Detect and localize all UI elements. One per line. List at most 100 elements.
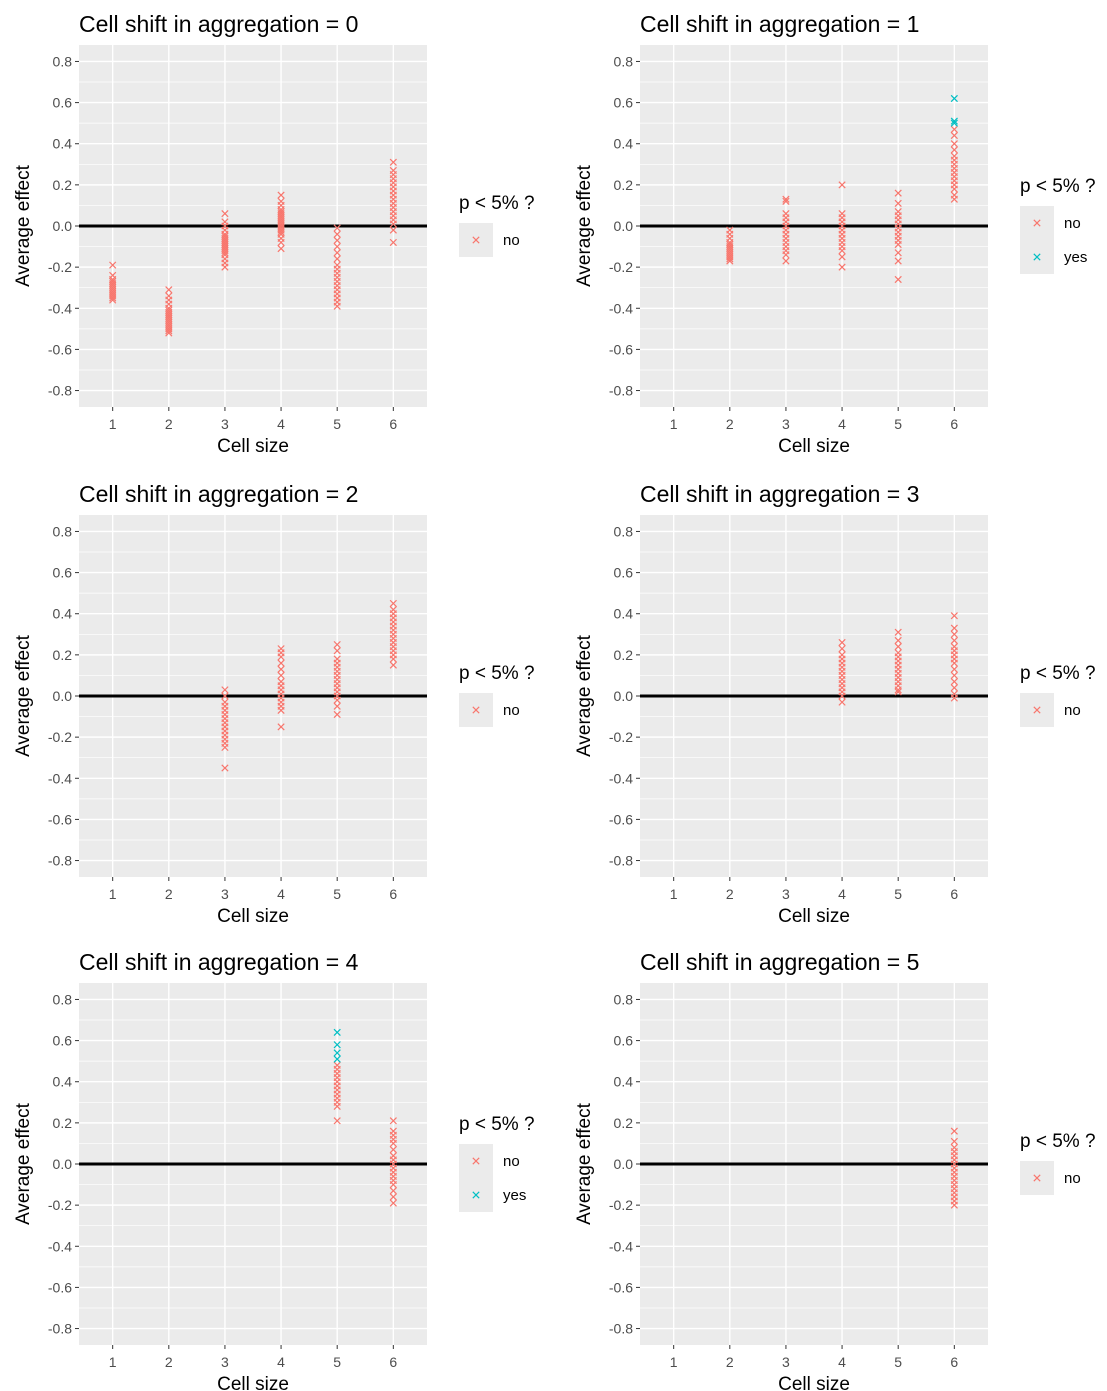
y-tick-label: -0.8	[48, 1321, 72, 1337]
legend-marker-yes	[1033, 253, 1041, 261]
point-no	[277, 665, 285, 673]
point-yes	[333, 1055, 341, 1063]
x-tick-label: 3	[221, 416, 229, 432]
x-tick-label: 5	[333, 886, 341, 902]
point-no	[333, 647, 341, 655]
legend-marker-no	[472, 1157, 480, 1165]
point-no	[950, 636, 958, 645]
x-axis-label: Cell size	[217, 436, 289, 457]
x-tick-label: 2	[165, 1354, 173, 1370]
y-tick-label: 0.2	[614, 647, 634, 663]
point-no	[389, 661, 397, 669]
point-no	[838, 645, 846, 653]
point-no	[333, 710, 341, 719]
point-no	[950, 125, 958, 133]
point-yes	[950, 94, 958, 103]
y-tick-label: 0.6	[614, 1033, 634, 1049]
point-no	[950, 195, 958, 203]
x-tick-label: 6	[950, 886, 958, 902]
points	[838, 612, 958, 706]
y-tick-label: 0.2	[53, 177, 73, 193]
y-tick-label: -0.2	[609, 259, 633, 275]
x-axis-label: Cell size	[778, 906, 850, 927]
panel-0: Cell shift in aggregation = 0 0.8 0.6 0.4 0.…	[13, 11, 535, 457]
point-no	[838, 263, 846, 271]
x-tick-label: 1	[109, 1354, 117, 1370]
y-tick-label: 0.4	[53, 1074, 73, 1090]
x-tick-label: 2	[165, 416, 173, 432]
panel-title: Cell shift in aggregation = 0	[79, 11, 358, 37]
point-no	[726, 257, 734, 265]
legend-label-yes: yes	[503, 1187, 526, 1204]
point-no	[333, 702, 341, 710]
y-tick-label: -0.6	[609, 811, 633, 827]
point-no	[950, 677, 958, 686]
point-no	[389, 220, 397, 228]
y-tick-label: 0.8	[53, 53, 73, 69]
point-no	[389, 1187, 397, 1195]
point-yes	[333, 1049, 341, 1057]
point-no	[277, 653, 285, 661]
point-no	[894, 189, 902, 197]
legend-label-yes: yes	[1064, 249, 1087, 266]
legend-marker-yes	[472, 1191, 480, 1199]
point-no	[389, 1139, 397, 1148]
x-tick-label: 1	[670, 886, 678, 902]
y-axis-label: Average effect	[13, 164, 34, 287]
point-no	[894, 688, 902, 696]
x-tick-label: 6	[950, 1354, 958, 1370]
point-no	[221, 686, 229, 694]
y-tick-label: -0.8	[48, 383, 72, 399]
point-no	[894, 249, 902, 257]
point-no	[782, 257, 790, 265]
point-no	[333, 1117, 341, 1125]
legend-marker-no	[1033, 1174, 1041, 1182]
points	[221, 599, 397, 772]
legend-label-no: no	[503, 702, 520, 719]
y-tick-label: 0.4	[614, 136, 634, 152]
x-tick-label: 1	[670, 416, 678, 432]
x-tick-label: 6	[389, 416, 397, 432]
legend: p < 5% ? no yes	[459, 1114, 535, 1212]
point-no	[894, 636, 902, 645]
point-no	[950, 1137, 958, 1145]
point-no	[894, 643, 902, 651]
point-no	[333, 236, 341, 245]
y-tick-label: 0.4	[614, 1074, 634, 1090]
point-no	[838, 698, 846, 706]
x-tick-label: 6	[389, 886, 397, 902]
y-axis-label: Average effect	[13, 634, 34, 757]
point-no	[726, 255, 734, 263]
point-no	[389, 599, 397, 608]
point-no	[333, 640, 341, 649]
panel-1: Cell shift in aggregation = 1 0.8 0.6 0.4 0.…	[574, 11, 1096, 457]
legend-title: p < 5% ?	[459, 193, 535, 214]
point-no	[950, 131, 958, 140]
point-no	[389, 158, 397, 166]
point-no	[894, 686, 902, 694]
legend-marker-no	[472, 236, 480, 244]
point-no	[277, 191, 285, 199]
legend-marker-no	[1033, 706, 1041, 714]
x-tick-label: 2	[165, 886, 173, 902]
y-tick-label: 0.4	[614, 606, 634, 622]
point-no	[389, 655, 397, 663]
y-tick-label: 0.8	[53, 523, 73, 539]
point-no	[333, 249, 341, 257]
y-tick-label: -0.6	[48, 1279, 72, 1295]
x-tick-label: 4	[277, 1354, 285, 1370]
point-no	[389, 238, 397, 247]
y-tick-label: -0.4	[48, 300, 72, 316]
y-tick-label: -0.8	[609, 383, 633, 399]
x-tick-label: 3	[782, 416, 790, 432]
x-axis-label: Cell size	[778, 436, 850, 457]
legend-label-no: no	[1064, 215, 1081, 232]
y-tick-label: 0.0	[614, 688, 634, 704]
point-no	[333, 1102, 341, 1111]
y-axis-label: Average effect	[574, 634, 595, 757]
y-tick-label: 0.2	[53, 647, 73, 663]
legend-marker-no	[472, 706, 480, 714]
x-tick-label: 1	[109, 886, 117, 902]
point-no	[221, 692, 229, 700]
x-tick-label: 6	[950, 416, 958, 432]
